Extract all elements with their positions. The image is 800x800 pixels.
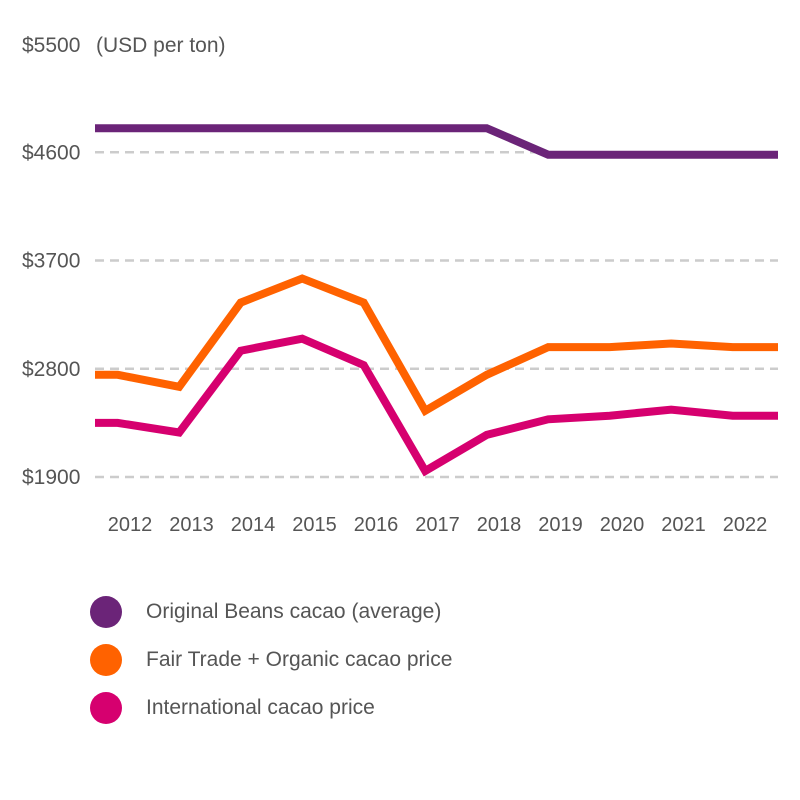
- x-tick-label: 2015: [292, 514, 337, 536]
- x-tick-label: 2020: [600, 514, 645, 536]
- y-tick-label: $4600: [22, 141, 80, 164]
- y-tick-label: $3700: [22, 250, 80, 273]
- x-tick-label: 2022: [723, 514, 768, 536]
- legend-marker: [90, 596, 122, 628]
- x-tick-label: 2017: [415, 514, 460, 536]
- grid-lines: [95, 151, 778, 479]
- x-tick-label: 2019: [538, 514, 583, 536]
- x-tick-label: 2012: [108, 514, 153, 536]
- series-line-2: [95, 334, 778, 477]
- y-axis-ticks: $5500 $4600 $3700 $2800 $1900: [22, 34, 80, 489]
- x-tick-label: 2013: [169, 514, 214, 536]
- legend-label: Original Beans cacao (average): [146, 600, 442, 623]
- legend-item-international: International cacao price: [90, 684, 452, 732]
- y-tick-label: $2800: [22, 358, 80, 381]
- x-tick-label: 2016: [354, 514, 399, 536]
- legend-marker: [90, 644, 122, 676]
- legend-label: International cacao price: [146, 696, 375, 719]
- line-chart: $5500$4600$3700$2800$1900 (USD per ton) …: [22, 34, 778, 536]
- x-axis-ticks: 2012 2013 2014 2015 2016 2017 2018 2019 2020 2021…: [108, 514, 768, 536]
- legend-marker: [90, 692, 122, 724]
- series-line-0: [95, 124, 778, 159]
- y-tick-label: $5500: [22, 34, 80, 57]
- x-tick-label: 2021: [661, 514, 706, 536]
- y-axis-unit-label: (USD per ton): [96, 34, 226, 57]
- x-tick-label: 2014: [231, 514, 276, 536]
- legend-item-fair-trade-organic: Fair Trade + Organic cacao price: [90, 636, 452, 684]
- y-tick-label: $1900: [22, 466, 80, 489]
- x-tick-label: 2018: [477, 514, 522, 536]
- legend-item-original-beans: Original Beans cacao (average): [90, 588, 452, 636]
- legend: Original Beans cacao (average) Fair Trad…: [90, 588, 452, 732]
- series-line-1: [95, 274, 778, 417]
- legend-label: Fair Trade + Organic cacao price: [146, 648, 453, 671]
- series-lines: [95, 124, 778, 477]
